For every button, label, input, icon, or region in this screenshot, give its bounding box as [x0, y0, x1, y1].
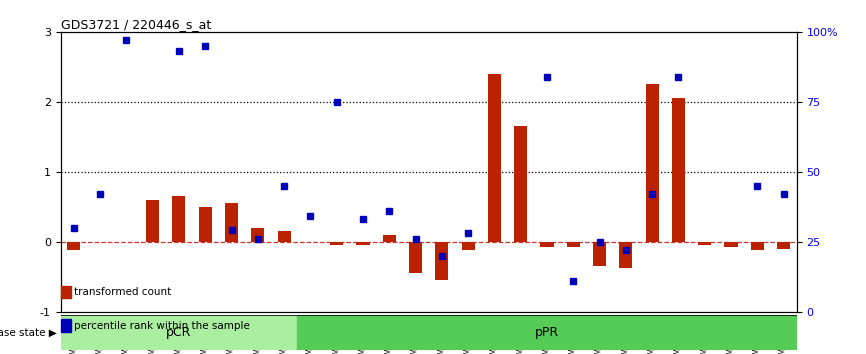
- Bar: [172, 196, 185, 242]
- Bar: [725, 242, 738, 247]
- Bar: [61, 316, 297, 350]
- Bar: [698, 242, 711, 245]
- Bar: [751, 242, 764, 250]
- Bar: [68, 242, 81, 250]
- Bar: [645, 84, 659, 242]
- Bar: [514, 126, 527, 242]
- Bar: [566, 242, 580, 247]
- Bar: [251, 228, 264, 242]
- Text: disease state ▶: disease state ▶: [0, 328, 56, 338]
- Bar: [383, 235, 396, 242]
- Bar: [409, 242, 422, 273]
- Bar: [146, 200, 159, 242]
- Bar: [462, 242, 475, 250]
- Bar: [357, 242, 370, 245]
- Bar: [277, 231, 291, 242]
- Text: percentile rank within the sample: percentile rank within the sample: [74, 321, 249, 331]
- Text: pPR: pPR: [535, 326, 559, 339]
- Bar: [297, 316, 797, 350]
- Bar: [777, 242, 790, 249]
- Bar: [540, 242, 553, 247]
- Bar: [330, 242, 343, 245]
- Bar: [619, 242, 632, 268]
- Text: transformed count: transformed count: [74, 287, 171, 297]
- Bar: [672, 98, 685, 242]
- Text: pCR: pCR: [166, 326, 191, 339]
- Bar: [225, 203, 238, 242]
- Bar: [593, 242, 606, 266]
- Text: GDS3721 / 220446_s_at: GDS3721 / 220446_s_at: [61, 18, 210, 31]
- Bar: [198, 207, 212, 242]
- Bar: [488, 74, 501, 242]
- Bar: [436, 242, 449, 280]
